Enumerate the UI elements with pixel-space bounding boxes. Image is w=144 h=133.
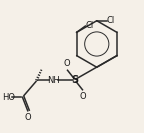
Text: NH: NH — [48, 76, 60, 84]
Text: O: O — [25, 113, 32, 122]
Text: Cl: Cl — [86, 21, 94, 30]
Text: O: O — [64, 59, 70, 68]
Text: O: O — [80, 92, 87, 101]
Text: S: S — [71, 75, 79, 85]
Text: Cl: Cl — [107, 16, 115, 25]
Text: HO: HO — [2, 93, 15, 102]
